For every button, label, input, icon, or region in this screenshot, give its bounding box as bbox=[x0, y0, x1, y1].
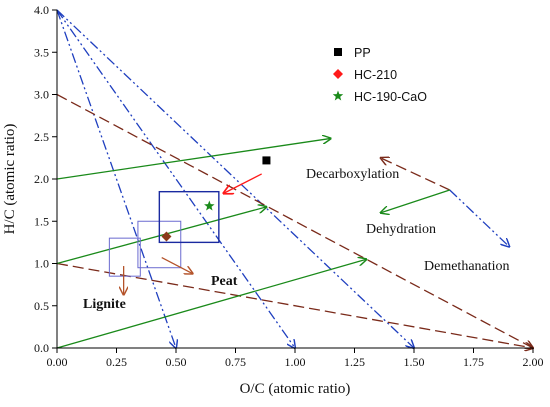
annotation-lignite: Lignite bbox=[83, 297, 126, 312]
peat-arrow bbox=[161, 257, 193, 274]
y-tick-label: 3.5 bbox=[34, 45, 49, 59]
x-tick-label: 0.75 bbox=[225, 355, 246, 369]
x-tick-label: 1.25 bbox=[344, 355, 365, 369]
y-tick-label: 0.0 bbox=[34, 341, 49, 355]
x-tick-label: 0.50 bbox=[166, 355, 187, 369]
y-tick-label: 3.0 bbox=[34, 88, 49, 102]
y-ticks: 0.0 0.5 1.0 1.5 2.0 2.5 3.0 3.5 4.0 bbox=[34, 3, 57, 355]
legend-label: HC-210 bbox=[354, 68, 397, 82]
sample-region bbox=[158, 190, 220, 244]
y-tick-label: 1.5 bbox=[34, 214, 49, 228]
pp-point bbox=[262, 156, 271, 165]
data-points bbox=[161, 156, 271, 242]
y-tick-label: 4.0 bbox=[34, 3, 49, 17]
x-tick-label: 0.00 bbox=[47, 355, 68, 369]
lignite-region bbox=[108, 237, 141, 277]
x-tick-label: 0.25 bbox=[106, 355, 127, 369]
legend-label: PP bbox=[354, 46, 371, 60]
y-axis-label: H/C (atomic ratio) bbox=[2, 124, 18, 235]
y-tick-label: 0.5 bbox=[34, 299, 49, 313]
y-tick-label: 2.0 bbox=[34, 172, 49, 186]
demethanation-line bbox=[56, 9, 176, 348]
hc-210-point bbox=[161, 231, 172, 242]
x-tick-label: 1.75 bbox=[463, 355, 484, 369]
annotation-demethanation: Demethanation bbox=[424, 259, 510, 274]
annotation-dehydration: Dehydration bbox=[366, 222, 436, 237]
axes bbox=[56, 10, 533, 349]
legend: PP HC-210 HC-190-CaO bbox=[332, 46, 427, 104]
decarboxylation-line bbox=[381, 158, 450, 191]
x-ticks: 0.00 0.25 0.50 0.75 1.00 1.25 1.50 1.75 2.00 bbox=[47, 348, 544, 369]
x-axis-label: O/C (atomic ratio) bbox=[240, 381, 351, 397]
dehydration-line bbox=[381, 189, 450, 213]
hc-190-cao-point bbox=[204, 200, 215, 211]
x-tick-label: 1.50 bbox=[404, 355, 425, 369]
hc-190-cao-legend-marker bbox=[332, 90, 344, 101]
hc-210-legend-marker bbox=[333, 69, 343, 79]
pp-legend-marker bbox=[334, 48, 342, 56]
y-tick-label: 1.0 bbox=[34, 257, 49, 271]
dehydration-line bbox=[56, 138, 331, 180]
x-tick-label: 1.00 bbox=[285, 355, 306, 369]
legend-label: HC-190-CaO bbox=[354, 90, 427, 104]
demethanation-line bbox=[56, 9, 414, 348]
dehydration-line bbox=[56, 207, 266, 265]
annotation-peat: Peat bbox=[211, 274, 238, 289]
x-tick-label: 2.00 bbox=[523, 355, 544, 369]
decarboxylation-line bbox=[56, 93, 533, 349]
annotation-decarboxylation: Decarboxylation bbox=[306, 167, 399, 182]
y-tick-label: 2.5 bbox=[34, 130, 49, 144]
pp-arrow bbox=[224, 173, 262, 193]
decarboxylation-line bbox=[56, 262, 533, 349]
regions bbox=[108, 190, 220, 277]
demethanation-line bbox=[449, 189, 510, 247]
arrows bbox=[124, 173, 262, 295]
reference-lines bbox=[56, 9, 533, 349]
dehydration-line bbox=[56, 259, 366, 349]
